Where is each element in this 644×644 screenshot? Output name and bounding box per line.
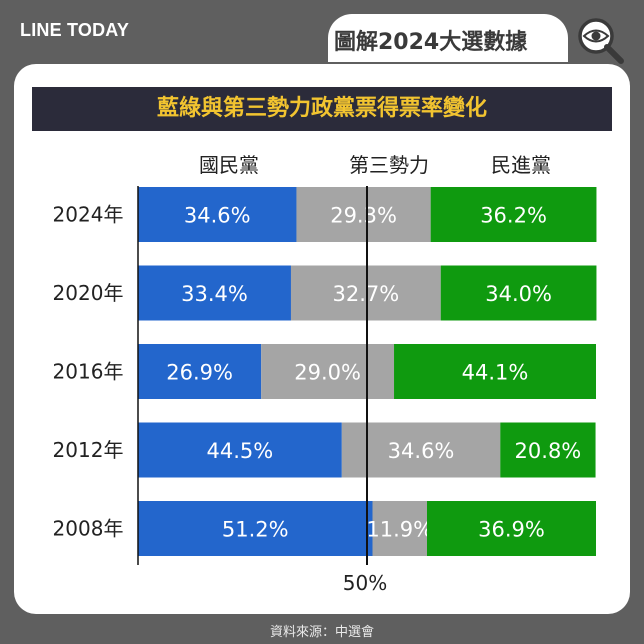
bar-dpp [440,265,597,321]
bar-value-label: 20.8% [515,439,582,463]
bar-value-label: 34.0% [485,282,552,306]
bar-value-label: 34.6% [388,439,455,463]
bar-value-label: 36.9% [478,518,545,542]
header-badge-title: 圖解2024大選數據 [334,30,528,55]
bar-value-label: 44.5% [207,439,274,463]
bar-kmt [138,187,297,242]
brand-logo: LINE TODAY [20,20,130,40]
source-note: 資料來源：中選會 [269,625,374,640]
year-label: 2008年 [53,517,124,541]
bar-dpp [394,344,596,399]
bar-third [372,501,427,556]
bar-value-label: 33.4% [181,282,248,306]
year-label: 2016年 [53,360,124,384]
year-label: 2012年 [53,438,124,462]
magnifier-eye-icon [578,18,624,64]
bar-kmt [138,265,291,321]
bar-dpp [426,501,596,556]
bar-value-label: 51.2% [222,518,289,542]
bar-value-label: 34.6% [184,204,251,228]
year-label: 2020年 [53,281,124,305]
reference-line-label: 50% [343,571,387,595]
bar-dpp [430,187,597,242]
bar-value-label: 11.9% [366,518,433,542]
bar-third [261,344,395,399]
bar-third [341,422,501,478]
bar-kmt [138,501,373,556]
bar-value-label: 29.0% [294,361,361,385]
bar-value-label: 26.9% [166,361,233,385]
legend-third: 第三勢力 [349,153,429,177]
bar-third [290,265,441,321]
bar-value-label: 29.3% [330,204,397,228]
bar-third [296,187,431,242]
bar-value-label: 36.2% [480,204,547,228]
bar-value-label: 32.7% [332,282,399,306]
bar-value-label: 44.1% [462,361,529,385]
legend-dpp: 民進黨 [491,153,551,177]
chart-title-banner: 藍綠與第三勢力政黨票得票率變化 [32,87,612,131]
year-label: 2024年 [53,203,124,227]
legend-kmt: 國民黨 [199,153,259,177]
bar-kmt [138,344,262,399]
bar-dpp [500,422,596,478]
header-badge [328,14,568,62]
bar-kmt [138,422,342,478]
